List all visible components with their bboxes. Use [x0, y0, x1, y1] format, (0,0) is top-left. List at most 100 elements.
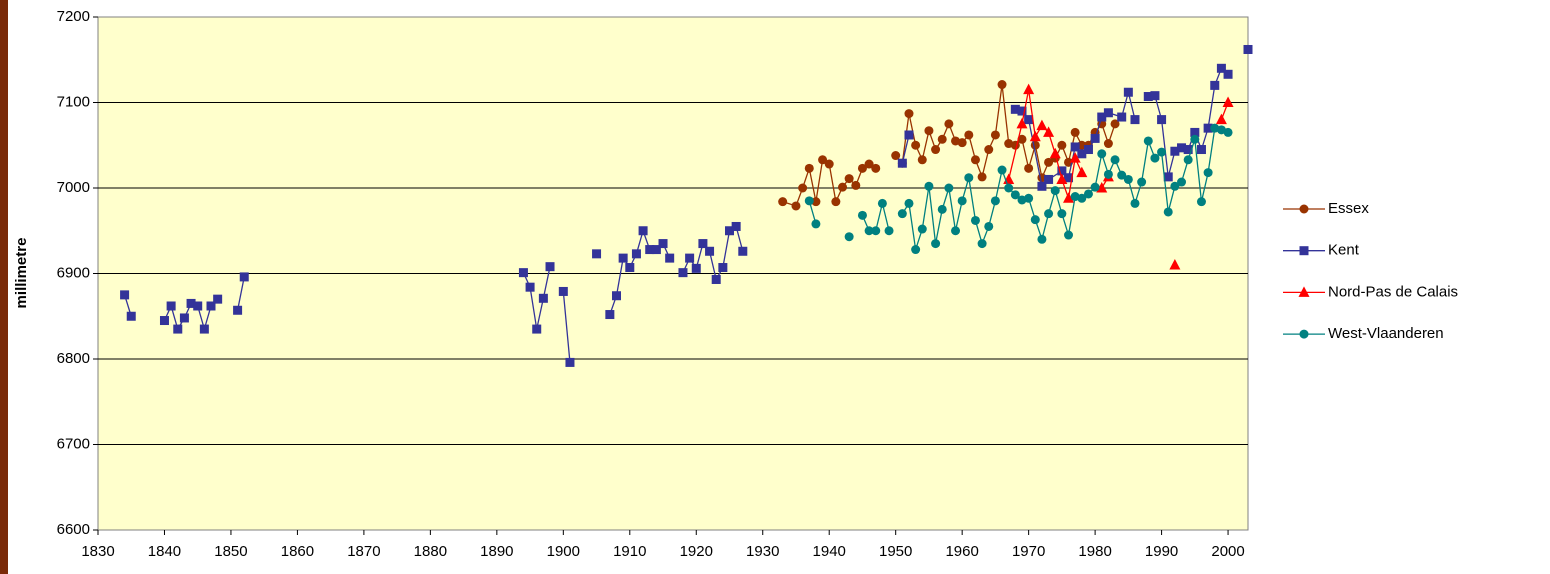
marker [1090, 182, 1100, 192]
marker [1023, 83, 1035, 95]
marker [937, 204, 947, 214]
marker [1110, 119, 1120, 129]
marker [731, 221, 741, 231]
marker [844, 232, 854, 242]
marker [1056, 173, 1068, 184]
marker [1177, 177, 1187, 187]
marker [791, 201, 801, 211]
marker [239, 272, 249, 282]
marker [1157, 115, 1167, 125]
marker [1097, 149, 1107, 159]
marker [1143, 92, 1153, 102]
marker [990, 196, 1000, 206]
marker [618, 253, 628, 263]
marker [931, 145, 941, 155]
marker [1097, 119, 1107, 129]
marker [1097, 112, 1107, 122]
marker [944, 119, 954, 129]
marker [1110, 155, 1120, 165]
marker [804, 163, 814, 173]
marker [1037, 181, 1047, 191]
marker [977, 239, 987, 249]
y-tick-label: 6800 [57, 350, 90, 367]
x-tick-label: 1860 [281, 543, 314, 560]
x-tick-label: 1980 [1078, 543, 1111, 560]
marker [931, 239, 941, 249]
marker [213, 294, 223, 304]
marker [904, 198, 914, 208]
marker [831, 197, 841, 207]
marker [538, 293, 548, 303]
marker [1170, 181, 1180, 191]
marker [1183, 145, 1193, 155]
x-tick-label: 1890 [480, 543, 513, 560]
marker [193, 301, 203, 311]
marker [1010, 104, 1020, 114]
marker [1299, 329, 1309, 339]
x-tick-label: 1920 [680, 543, 713, 560]
marker [173, 324, 183, 334]
marker [565, 357, 575, 367]
marker [1299, 204, 1309, 214]
marker [518, 268, 528, 278]
marker [904, 130, 914, 140]
marker [1103, 169, 1113, 179]
marker [1024, 163, 1034, 173]
marker [1049, 147, 1061, 159]
marker [611, 291, 621, 301]
y-tick-label: 6900 [57, 264, 90, 281]
marker [1222, 96, 1234, 107]
marker [199, 324, 209, 334]
legend-label: Kent [1328, 242, 1360, 259]
marker [558, 286, 568, 296]
marker [970, 215, 980, 225]
marker [126, 311, 136, 321]
marker [1216, 63, 1226, 73]
marker [951, 226, 961, 236]
marker [1123, 174, 1133, 184]
marker [1069, 152, 1081, 163]
marker [798, 183, 808, 193]
marker [1063, 192, 1075, 203]
y-tick-label: 7200 [57, 8, 90, 25]
marker [1030, 140, 1040, 150]
marker [1163, 172, 1173, 182]
marker [1170, 146, 1180, 156]
marker [844, 174, 854, 184]
x-tick-label: 2000 [1211, 543, 1244, 560]
marker [917, 224, 927, 234]
marker [838, 182, 848, 192]
x-tick-label: 1940 [813, 543, 846, 560]
marker [824, 159, 834, 169]
marker [1103, 108, 1113, 118]
marker [1057, 140, 1067, 150]
marker [1044, 157, 1054, 167]
marker [179, 313, 189, 323]
marker [1044, 174, 1054, 184]
marker [1070, 142, 1080, 152]
marker [1169, 258, 1181, 270]
marker [1043, 126, 1055, 137]
marker [1004, 183, 1014, 193]
marker [678, 268, 688, 278]
marker [1083, 189, 1093, 199]
marker [206, 301, 216, 311]
marker [871, 226, 881, 236]
marker [1196, 145, 1206, 155]
marker [984, 145, 994, 155]
marker [1163, 207, 1173, 217]
marker [924, 126, 934, 136]
marker [698, 239, 708, 249]
marker [1077, 149, 1087, 159]
marker [645, 245, 655, 255]
side-strip [0, 0, 8, 574]
marker [166, 301, 176, 311]
marker [891, 151, 901, 161]
marker [1076, 166, 1088, 178]
marker [120, 290, 130, 300]
marker [977, 172, 987, 182]
marker [718, 263, 728, 273]
marker [884, 226, 894, 236]
marker [1157, 147, 1167, 157]
